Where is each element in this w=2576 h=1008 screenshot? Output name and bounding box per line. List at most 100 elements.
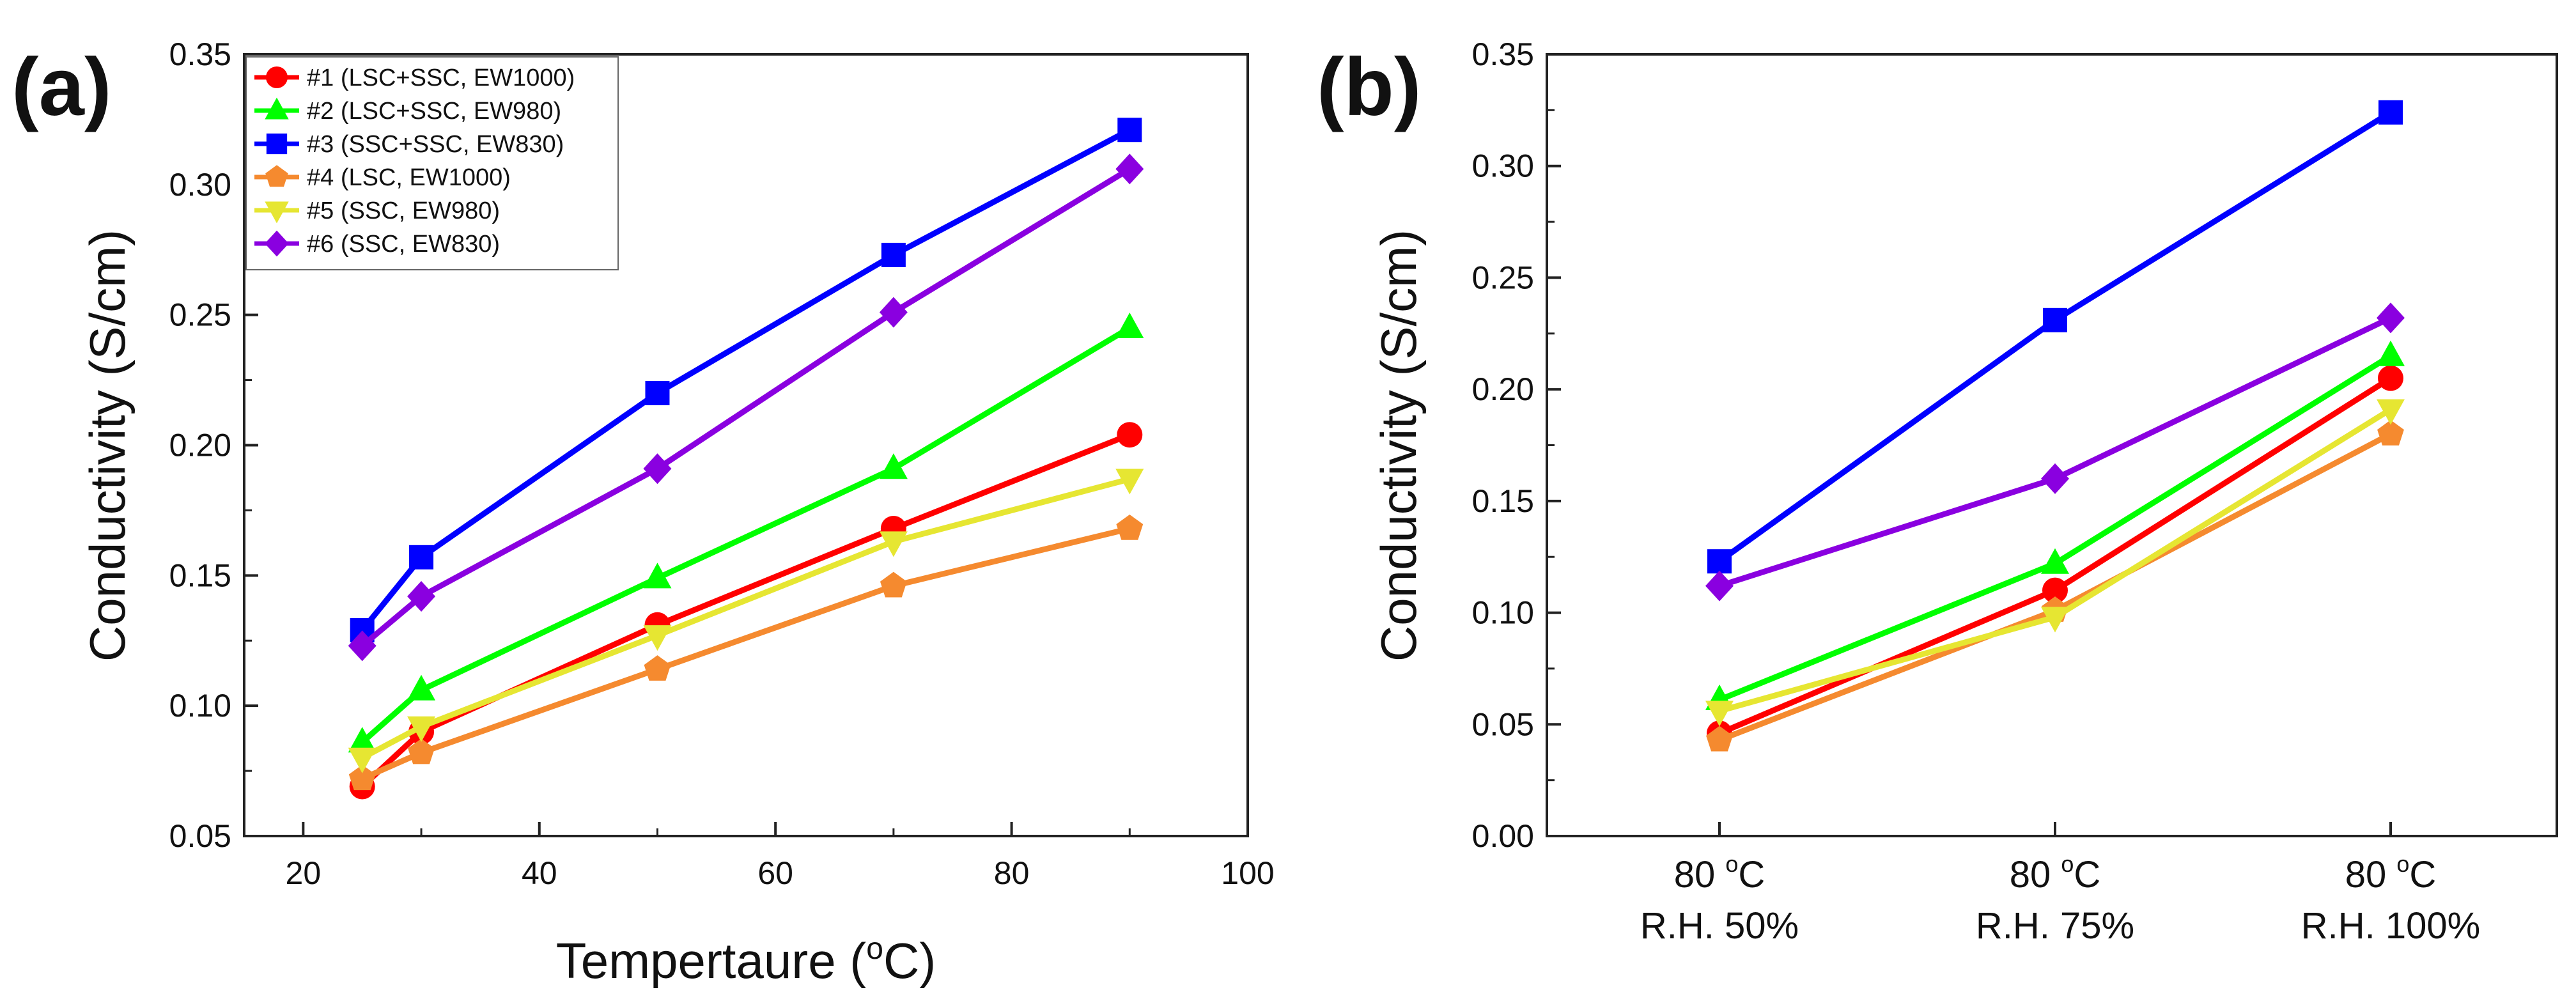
panel-b-y-tick-label: 0.05 xyxy=(1472,706,1534,742)
panel-a-y-tick-label: 0.20 xyxy=(169,428,231,463)
legend-label: #3 (SSC+SSC, EW830) xyxy=(307,131,564,158)
data-point-marker xyxy=(880,571,907,598)
data-point-marker xyxy=(1115,469,1144,495)
panel-a-series-6 xyxy=(348,153,1144,662)
panel-a-x-tick-label: 100 xyxy=(1221,855,1274,891)
data-point-marker xyxy=(879,297,908,328)
panel-b-y-tick-label: 0.30 xyxy=(1472,148,1534,184)
panel-b-category-label: 80 oC R.H. 100% xyxy=(2301,851,2480,947)
data-point-marker xyxy=(1115,313,1144,339)
panel-a-y-tick-label: 0.30 xyxy=(169,167,231,203)
data-point-marker xyxy=(409,545,434,570)
legend-item: #3 (SSC+SSC, EW830) xyxy=(254,131,564,158)
data-point-marker xyxy=(348,747,376,773)
panel-a-series-4 xyxy=(348,514,1144,791)
data-point-marker xyxy=(881,242,906,267)
legend-item: #6 (SSC, EW830) xyxy=(254,230,500,258)
legend-label: #6 (SSC, EW830) xyxy=(307,231,500,258)
panel-a-y-tick-label: 0.10 xyxy=(169,688,231,724)
data-point-marker xyxy=(643,625,672,651)
panel-b: (b) 0.00 0.05 0.10 0.15 0.20 0.25 0.30 0.35 80 o… xyxy=(1317,36,2558,947)
data-point-marker xyxy=(2377,420,2404,446)
legend-marker xyxy=(265,97,289,120)
panel-a-y-axis-title: Conductivity (S/cm) xyxy=(79,229,136,662)
panel-a-series-5 xyxy=(348,469,1144,773)
x-title-superscript: o xyxy=(866,932,883,966)
legend-item: #1 (LSC+SSC, EW1000) xyxy=(254,65,575,91)
panel-a-x-axis-title: Tempertaure (oC) xyxy=(556,932,936,989)
data-point-marker xyxy=(879,531,908,557)
panel-b-y-tick-label: 0.35 xyxy=(1472,36,1534,72)
data-point-marker xyxy=(2377,302,2405,334)
panel-b-plot-frame xyxy=(1546,53,2558,837)
data-point-marker xyxy=(348,764,376,791)
data-point-marker xyxy=(1706,725,1733,752)
panel-b-series xyxy=(1705,100,2405,752)
data-point-marker xyxy=(1116,514,1144,540)
data-point-marker xyxy=(644,655,671,681)
temperature-value: 80 xyxy=(2010,854,2061,896)
temperature-unit: C xyxy=(2409,854,2436,896)
panel-a-series-1 xyxy=(349,422,1143,800)
category-humidity: R.H. 100% xyxy=(2301,905,2480,947)
legend-item: #4 (LSC, EW1000) xyxy=(254,164,511,191)
data-point-marker xyxy=(2378,365,2403,391)
data-point-marker xyxy=(2041,607,2069,633)
category-temperature: 80 oC xyxy=(2010,851,2101,896)
panel-a-series-2 xyxy=(348,313,1144,753)
temperature-value: 80 xyxy=(1674,854,1726,896)
data-point-marker xyxy=(1705,570,1734,601)
panel-a-series xyxy=(348,118,1144,800)
legend-label: #1 (LSC+SSC, EW1000) xyxy=(307,65,575,91)
data-point-marker xyxy=(2378,100,2403,125)
panel-a-x-tick-label: 20 xyxy=(286,855,322,891)
panel-a-axes: 0.05 0.10 0.15 0.20 0.25 0.30 0.35 20 40 60 80 100 xyxy=(169,36,1275,891)
panel-b-label: (b) xyxy=(1317,42,1421,133)
panel-a: (a) 0.05 0.10 0.15 0.20 0.25 0.30 0.35 20 40 60 80… xyxy=(12,36,1275,989)
data-point-marker xyxy=(2043,307,2067,332)
panel-a-x-tick-label: 60 xyxy=(757,855,793,891)
data-point-marker xyxy=(2042,577,2068,603)
panel-b-series-6 xyxy=(1705,302,2405,601)
degree-superscript: o xyxy=(1725,851,1738,877)
panel-a-label: (a) xyxy=(12,42,111,133)
temperature-unit: C xyxy=(1738,854,1765,896)
legend-marker xyxy=(265,201,289,224)
panel-a-y-tick-label: 0.05 xyxy=(169,818,231,854)
category-humidity: R.H. 50% xyxy=(1640,905,1799,947)
legend-marker xyxy=(265,165,288,187)
panel-b-series-2 xyxy=(1705,340,2405,710)
legend-item: #2 (LSC+SSC, EW980) xyxy=(254,97,561,125)
panel-a-y-tick-label: 0.35 xyxy=(169,36,231,72)
data-point-marker xyxy=(1117,422,1143,448)
data-point-marker xyxy=(2377,340,2405,366)
panel-b-series-5 xyxy=(1705,399,2405,727)
panel-b-y-axis-title: Conductivity (S/cm) xyxy=(1370,229,1427,662)
panel-a-x-tick-label: 80 xyxy=(994,855,1030,891)
degree-superscript: o xyxy=(2396,851,2409,877)
panel-b-y-tick-label: 0.25 xyxy=(1472,260,1534,295)
data-point-marker xyxy=(348,727,376,753)
data-point-marker xyxy=(2377,399,2405,425)
panel-b-y-tick-label: 0.00 xyxy=(1472,818,1534,854)
legend-label: #2 (LSC+SSC, EW980) xyxy=(307,98,561,125)
data-point-marker xyxy=(407,716,436,742)
panel-b-category-label: 80 oC R.H. 50% xyxy=(1640,851,1799,947)
data-point-marker xyxy=(348,630,376,662)
data-point-marker xyxy=(1117,118,1142,143)
data-point-marker xyxy=(408,738,435,764)
legend-label: #4 (LSC, EW1000) xyxy=(307,164,511,191)
category-temperature: 80 oC xyxy=(2345,851,2437,896)
category-temperature: 80 oC xyxy=(1674,851,1765,896)
panel-a-series-3 xyxy=(350,118,1142,642)
panel-b-category-label: 80 oC R.H. 75% xyxy=(1976,851,2134,947)
series-line xyxy=(1718,315,2392,589)
panel-a-x-tick-label: 40 xyxy=(522,855,557,891)
x-title-tail: C) xyxy=(883,933,936,989)
panel-a-y-tick-label: 0.15 xyxy=(169,557,231,593)
legend-marker xyxy=(266,66,288,88)
series-line xyxy=(1718,353,2393,703)
data-point-marker xyxy=(879,453,908,479)
